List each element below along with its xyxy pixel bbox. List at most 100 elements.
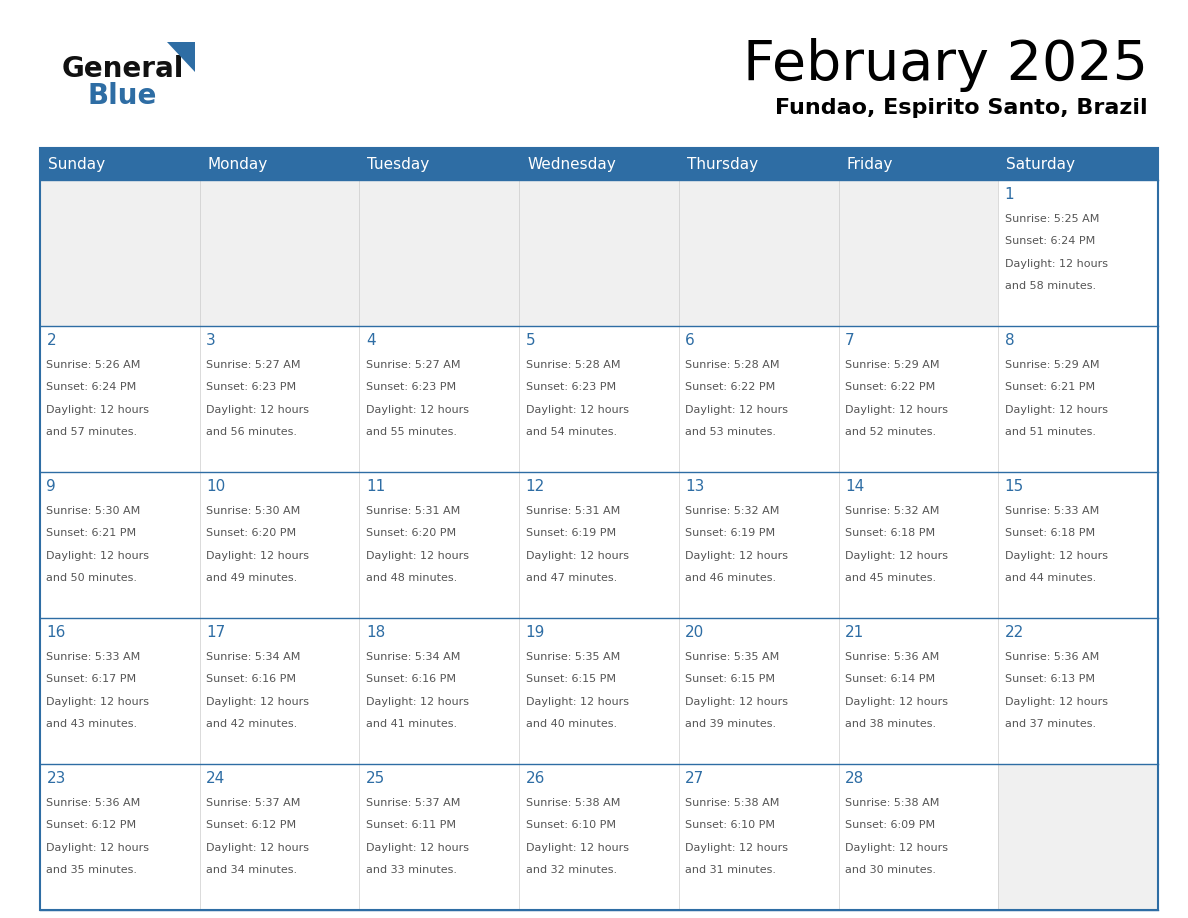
Text: Sunrise: 5:25 AM: Sunrise: 5:25 AM <box>1005 214 1099 224</box>
Text: 24: 24 <box>206 771 226 787</box>
Bar <box>998 764 1158 910</box>
Text: Sunrise: 5:28 AM: Sunrise: 5:28 AM <box>685 360 779 370</box>
Text: Sunrise: 5:35 AM: Sunrise: 5:35 AM <box>525 652 620 662</box>
Bar <box>678 618 839 764</box>
Bar <box>678 764 839 910</box>
Bar <box>200 472 360 618</box>
Bar <box>678 180 839 326</box>
Bar <box>360 618 519 764</box>
Text: 4: 4 <box>366 333 375 348</box>
Bar <box>40 472 200 618</box>
Text: Daylight: 12 hours: Daylight: 12 hours <box>685 405 789 415</box>
Text: Sunset: 6:12 PM: Sunset: 6:12 PM <box>206 820 296 830</box>
Text: 7: 7 <box>845 333 854 348</box>
Text: and 30 minutes.: and 30 minutes. <box>845 866 936 876</box>
Text: Sunrise: 5:26 AM: Sunrise: 5:26 AM <box>46 360 140 370</box>
Bar <box>200 148 360 180</box>
Text: and 37 minutes.: and 37 minutes. <box>1005 720 1095 730</box>
Text: 21: 21 <box>845 625 864 640</box>
Text: Sunrise: 5:29 AM: Sunrise: 5:29 AM <box>1005 360 1099 370</box>
Text: and 35 minutes.: and 35 minutes. <box>46 866 138 876</box>
Bar <box>839 148 998 180</box>
Text: Sunset: 6:18 PM: Sunset: 6:18 PM <box>845 528 935 538</box>
Bar <box>839 472 998 618</box>
Text: 1: 1 <box>1005 187 1015 202</box>
Bar <box>519 618 678 764</box>
Text: and 52 minutes.: and 52 minutes. <box>845 428 936 438</box>
Text: Sunset: 6:13 PM: Sunset: 6:13 PM <box>1005 674 1094 684</box>
Text: and 31 minutes.: and 31 minutes. <box>685 866 776 876</box>
Text: Blue: Blue <box>88 82 157 110</box>
Text: Sunrise: 5:37 AM: Sunrise: 5:37 AM <box>366 798 460 808</box>
Text: and 39 minutes.: and 39 minutes. <box>685 720 777 730</box>
Text: Daylight: 12 hours: Daylight: 12 hours <box>46 551 150 561</box>
Text: Sunrise: 5:27 AM: Sunrise: 5:27 AM <box>206 360 301 370</box>
Text: 2: 2 <box>46 333 56 348</box>
Text: Daylight: 12 hours: Daylight: 12 hours <box>685 551 789 561</box>
Bar <box>519 326 678 472</box>
Text: Daylight: 12 hours: Daylight: 12 hours <box>206 551 309 561</box>
Text: Daylight: 12 hours: Daylight: 12 hours <box>206 697 309 707</box>
Text: Sunset: 6:23 PM: Sunset: 6:23 PM <box>525 382 615 392</box>
Bar <box>360 326 519 472</box>
Text: 18: 18 <box>366 625 385 640</box>
Text: 9: 9 <box>46 479 56 494</box>
Text: Sunrise: 5:35 AM: Sunrise: 5:35 AM <box>685 652 779 662</box>
Text: Sunrise: 5:32 AM: Sunrise: 5:32 AM <box>845 506 940 516</box>
Bar <box>519 472 678 618</box>
Text: Saturday: Saturday <box>1006 156 1075 172</box>
Text: 8: 8 <box>1005 333 1015 348</box>
Text: Sunset: 6:19 PM: Sunset: 6:19 PM <box>685 528 776 538</box>
Text: Sunset: 6:24 PM: Sunset: 6:24 PM <box>1005 236 1095 246</box>
Text: and 53 minutes.: and 53 minutes. <box>685 428 776 438</box>
Text: Sunset: 6:17 PM: Sunset: 6:17 PM <box>46 674 137 684</box>
Text: and 55 minutes.: and 55 minutes. <box>366 428 457 438</box>
Text: Daylight: 12 hours: Daylight: 12 hours <box>845 405 948 415</box>
Bar <box>519 764 678 910</box>
Text: Sunrise: 5:34 AM: Sunrise: 5:34 AM <box>206 652 301 662</box>
Text: Sunrise: 5:34 AM: Sunrise: 5:34 AM <box>366 652 460 662</box>
Text: Sunrise: 5:32 AM: Sunrise: 5:32 AM <box>685 506 779 516</box>
Bar <box>839 180 998 326</box>
Text: Sunset: 6:15 PM: Sunset: 6:15 PM <box>525 674 615 684</box>
Text: and 32 minutes.: and 32 minutes. <box>525 866 617 876</box>
Text: 20: 20 <box>685 625 704 640</box>
Text: and 34 minutes.: and 34 minutes. <box>206 866 297 876</box>
Text: Daylight: 12 hours: Daylight: 12 hours <box>525 405 628 415</box>
Text: February 2025: February 2025 <box>742 38 1148 92</box>
Text: and 49 minutes.: and 49 minutes. <box>206 574 297 584</box>
Bar <box>839 326 998 472</box>
Text: and 41 minutes.: and 41 minutes. <box>366 720 457 730</box>
Text: Daylight: 12 hours: Daylight: 12 hours <box>685 697 789 707</box>
Text: Sunset: 6:16 PM: Sunset: 6:16 PM <box>206 674 296 684</box>
Text: Daylight: 12 hours: Daylight: 12 hours <box>206 843 309 853</box>
Text: Sunset: 6:23 PM: Sunset: 6:23 PM <box>206 382 296 392</box>
Text: 19: 19 <box>525 625 545 640</box>
Text: Sunrise: 5:38 AM: Sunrise: 5:38 AM <box>525 798 620 808</box>
Text: Sunset: 6:22 PM: Sunset: 6:22 PM <box>685 382 776 392</box>
Bar <box>839 618 998 764</box>
Text: 12: 12 <box>525 479 545 494</box>
Bar <box>200 326 360 472</box>
Text: Tuesday: Tuesday <box>367 156 430 172</box>
Text: Daylight: 12 hours: Daylight: 12 hours <box>525 551 628 561</box>
Text: and 56 minutes.: and 56 minutes. <box>206 428 297 438</box>
Text: 14: 14 <box>845 479 864 494</box>
Text: Daylight: 12 hours: Daylight: 12 hours <box>685 843 789 853</box>
Text: Sunset: 6:22 PM: Sunset: 6:22 PM <box>845 382 935 392</box>
Text: 6: 6 <box>685 333 695 348</box>
Bar <box>40 148 1158 910</box>
Text: and 44 minutes.: and 44 minutes. <box>1005 574 1095 584</box>
Text: Sunrise: 5:36 AM: Sunrise: 5:36 AM <box>1005 652 1099 662</box>
Text: Sunset: 6:16 PM: Sunset: 6:16 PM <box>366 674 456 684</box>
Text: Sunrise: 5:28 AM: Sunrise: 5:28 AM <box>525 360 620 370</box>
Text: 10: 10 <box>206 479 226 494</box>
Text: Sunset: 6:19 PM: Sunset: 6:19 PM <box>525 528 615 538</box>
Text: Daylight: 12 hours: Daylight: 12 hours <box>206 405 309 415</box>
Bar <box>678 326 839 472</box>
Bar <box>678 148 839 180</box>
Text: Sunrise: 5:27 AM: Sunrise: 5:27 AM <box>366 360 460 370</box>
Text: and 57 minutes.: and 57 minutes. <box>46 428 138 438</box>
Text: Daylight: 12 hours: Daylight: 12 hours <box>1005 551 1107 561</box>
Bar <box>998 472 1158 618</box>
